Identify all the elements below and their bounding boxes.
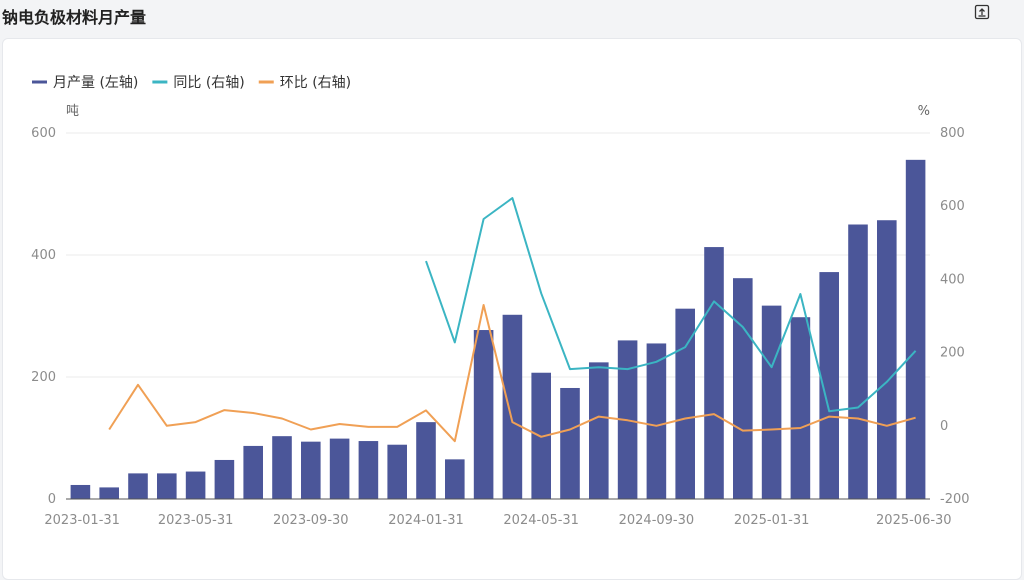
bar bbox=[214, 459, 235, 499]
bar bbox=[272, 436, 292, 499]
y-left-tick-label: 0 bbox=[48, 492, 56, 507]
y-left-tick-label: 400 bbox=[31, 248, 56, 263]
legend: 月产量 (左轴) 同比 (右轴) 环比 (右轴) bbox=[32, 75, 351, 91]
bar bbox=[185, 471, 206, 499]
bar bbox=[416, 422, 436, 499]
bar bbox=[473, 330, 494, 499]
bar bbox=[848, 224, 868, 499]
bar bbox=[301, 441, 321, 499]
x-tick-label: 2023-01-31 bbox=[44, 513, 120, 528]
bar bbox=[329, 438, 350, 499]
bar bbox=[589, 362, 609, 499]
bar bbox=[128, 473, 148, 499]
legend-label: 环比 (右轴) bbox=[280, 75, 351, 91]
bar bbox=[445, 459, 465, 499]
bar bbox=[905, 159, 926, 499]
bar-series bbox=[70, 159, 926, 500]
bar bbox=[704, 247, 724, 499]
export-icon[interactable] bbox=[974, 4, 990, 20]
bar bbox=[761, 305, 782, 499]
x-tick-label: 2023-05-31 bbox=[158, 513, 234, 528]
y-right-tick-label: 800 bbox=[940, 126, 965, 141]
page-title: 钠电负极材料月产量 bbox=[2, 8, 147, 27]
x-tick-label: 2023-09-30 bbox=[273, 513, 349, 528]
axes: 0 200 400 600 -200 0 200 400 600 800 吨 % 2023-01-31 2… bbox=[31, 104, 969, 528]
y-right-tick-label: 0 bbox=[940, 419, 948, 434]
y-left-tick-label: 200 bbox=[31, 370, 56, 385]
y-left-unit: 吨 bbox=[66, 104, 79, 119]
bar bbox=[560, 387, 580, 499]
legend-label: 同比 (右轴) bbox=[173, 75, 244, 91]
bar bbox=[502, 314, 523, 499]
bar bbox=[675, 308, 695, 499]
bar bbox=[733, 278, 753, 499]
y-right-tick-label: 600 bbox=[940, 199, 965, 214]
bar bbox=[387, 444, 407, 499]
bar bbox=[70, 484, 91, 499]
y-right-tick-label: 400 bbox=[940, 272, 965, 287]
x-tick-label: 2024-09-30 bbox=[619, 513, 695, 528]
line-yoy bbox=[425, 197, 917, 413]
chart-svg: 0 200 400 600 -200 0 200 400 600 800 吨 % 2023-01-31 2… bbox=[31, 75, 969, 528]
x-tick-label: 2024-01-31 bbox=[388, 513, 464, 528]
bar bbox=[646, 343, 667, 499]
bar bbox=[99, 487, 119, 499]
legend-label: 月产量 (左轴) bbox=[53, 75, 138, 91]
y-right-tick-label: -200 bbox=[940, 492, 970, 507]
bar bbox=[243, 445, 263, 499]
bar bbox=[358, 441, 379, 499]
y-right-unit: % bbox=[918, 104, 930, 119]
x-tick-label: 2025-06-30 bbox=[876, 513, 952, 528]
bar bbox=[790, 317, 811, 499]
line-mom bbox=[108, 304, 916, 443]
bar bbox=[819, 272, 839, 499]
x-tick-label: 2024-05-31 bbox=[503, 513, 579, 528]
x-tick-label: 2025-01-31 bbox=[734, 513, 810, 528]
y-right-tick-label: 200 bbox=[940, 346, 965, 361]
bar bbox=[157, 473, 177, 499]
line-series bbox=[108, 197, 917, 443]
bar bbox=[877, 220, 897, 500]
y-left-tick-label: 600 bbox=[31, 126, 56, 141]
